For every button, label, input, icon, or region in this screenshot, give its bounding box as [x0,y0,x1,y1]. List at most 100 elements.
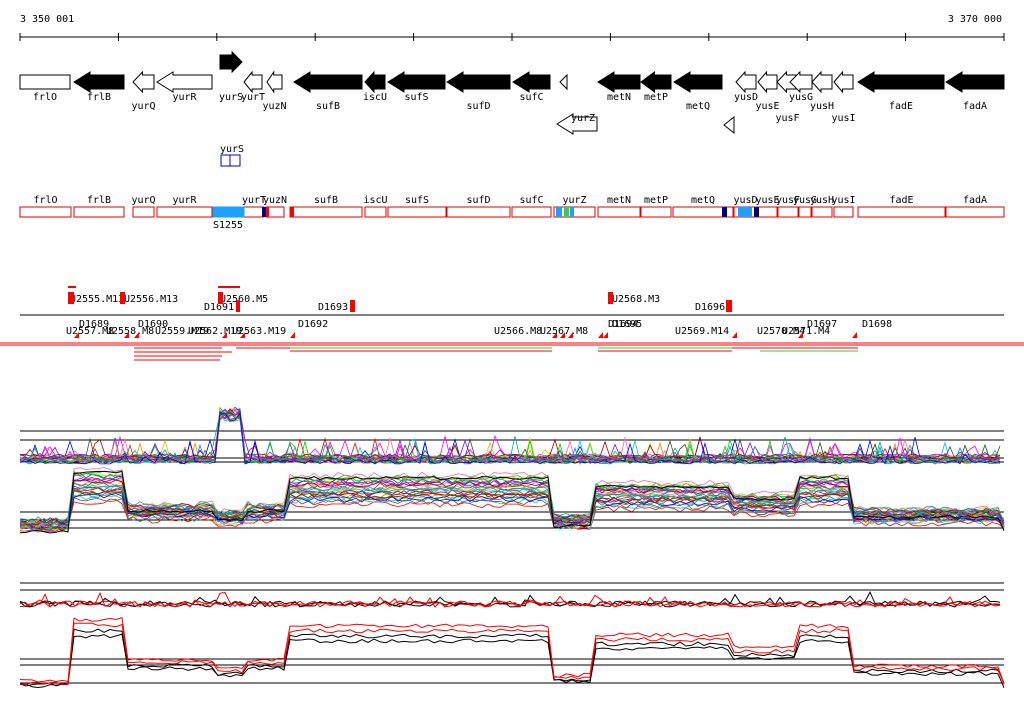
segment-label-yurZ: yurZ [562,195,586,206]
segment-box [597,206,641,218]
gene-arrow-frlO [19,74,71,90]
expression-profile-line [19,408,1001,459]
segment-mark [266,207,269,217]
gene-arrow-sufB [293,71,363,93]
selected-profile-line [19,622,1005,686]
selected-profile-line [20,633,1005,689]
segment-box [364,206,387,218]
segment-mark [262,207,266,217]
gene-arrow-yusI [833,70,854,94]
gene-arrow-sufS [387,71,446,93]
gene-label-yurQ: yurQ [131,101,155,112]
gene-label-sufD: sufD [466,101,490,112]
gene-arrow-sufD [446,71,511,93]
probe-label: yurS [220,144,244,155]
highlight-region-label: S1255 [213,220,243,231]
expression-profile-line [19,479,1005,524]
gene-arrow-frlB [73,71,125,93]
gene-label-sufS: sufS [404,92,428,103]
gene-label-yurR: yurR [172,92,197,103]
segment-label-yusG: yusG [793,195,817,206]
lower-feature-label: D1690 [138,319,168,330]
selected-profile-line [19,628,1005,687]
upper-feature-label: U2555.M13 [70,294,124,305]
selected-profile-line [19,593,1001,608]
expression-profile-line [19,409,1001,461]
upper-feature-label: U2568.M3 [612,294,660,305]
segment-box [387,206,447,218]
probe-box [229,154,241,167]
lower-feature-label: U2559.M19 [155,326,209,337]
segment-box [672,206,734,218]
segment-box [757,206,778,218]
segment-mark [738,207,752,217]
gene-arrow-yusE [757,70,778,94]
segment-box [19,206,72,218]
segment-label-sufB: sufB [314,195,338,206]
segment-label-yusD: yusD [733,195,757,206]
feature-marker [598,332,603,338]
probe-track: yurS [220,144,244,167]
lower-feature-label: U2570.M4 [757,326,805,337]
upper-feature-label: D1696 [695,302,725,313]
expression-profile-line [19,408,1001,460]
gene-arrow-yurS [219,50,243,74]
segment-label-sufC: sufC [519,195,543,206]
expression-profile-line [19,493,1005,527]
gene-label-metP: metP [644,92,668,103]
gene-arrow-fadE [857,71,945,93]
gene-arrow-yusD [735,70,757,94]
gene-arrow-yuzN [266,70,283,94]
expression-profile-line [19,481,1005,532]
expression-profile-line [19,411,1001,465]
segment-label-frlB: frlB [87,195,111,206]
segment-label-metP: metP [644,195,668,206]
segment-box [857,206,946,218]
segment-box [777,206,799,218]
gene-arrow-fadA [945,71,1005,93]
gene-label-iscU: iscU [363,92,387,103]
segment-label-sufD: sufD [466,195,490,206]
feature-marker [852,332,857,338]
segment-box [553,206,596,218]
segment-mark [754,207,759,217]
segment-label-yurR: yurR [172,195,197,206]
upper-feature-label: D1691 [204,302,234,313]
segment-box [798,206,812,218]
lower-feature-label: D1694 [608,319,638,330]
lower-feature-label: D1695 [612,319,642,330]
feature-marker [603,332,608,338]
lower-feature-label: D1689 [79,319,109,330]
gene-label-yurT: yurT [241,92,265,103]
selected-profile-line [19,617,1005,684]
expression-profile-line [19,475,1005,526]
gene-arrow-metN [597,71,641,93]
expression-profile-line [19,470,1005,534]
expression-profile-line [19,408,1001,459]
upper-feature-label: D1693 [318,302,348,313]
selected-profile-line [19,593,1001,608]
gene-label-yurS: yurS [219,92,243,103]
segment-label-frlO: frlO [33,195,57,206]
feature-marker [732,332,737,338]
highlight-region [212,206,245,218]
gene-label-yusG: yusG [789,92,813,103]
feature-marker [124,332,129,338]
lower-feature-label: U2569.M14 [675,326,729,337]
feature-marker [236,300,240,312]
gene-label-fadE: fadE [889,101,913,112]
expression-profile-line [19,406,1001,459]
segment-label-iscU: iscU [363,195,387,206]
gene-arrow-yurZ [556,113,598,135]
feature-marker [222,332,227,338]
lower-feature-label: D1698 [862,319,892,330]
feature-marker [798,332,803,338]
feature-marker [240,332,245,338]
expression-profile-line [19,487,1005,529]
coordinate-end: 3 370 000 [948,14,1002,25]
lower-feature-label: U2566.M8 [494,326,542,337]
expression-profile-line [19,489,1005,526]
